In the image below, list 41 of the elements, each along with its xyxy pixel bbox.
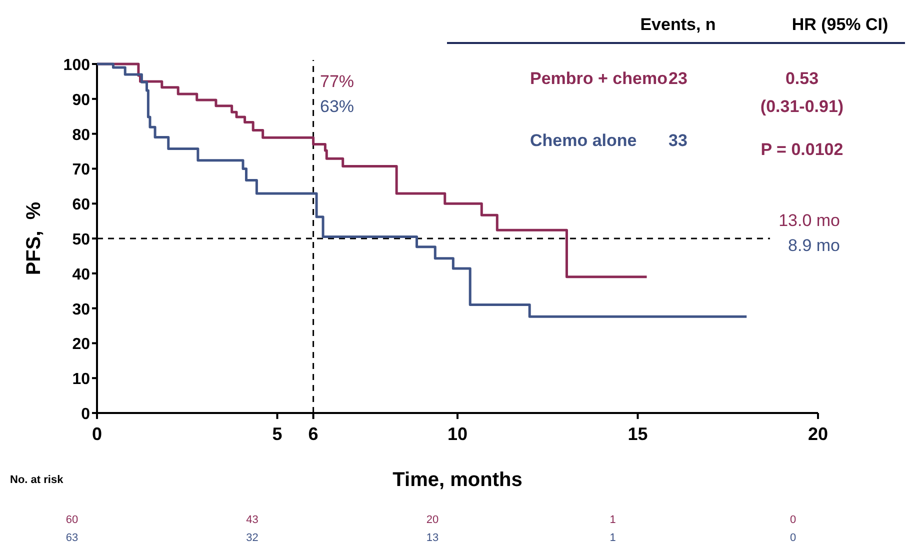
text: 43 [246, 514, 258, 526]
x-tick-label: 10 [447, 424, 468, 444]
annotation: 77% [320, 72, 354, 91]
text: 63 [66, 532, 78, 544]
text: HR (95% CI) [792, 15, 888, 34]
x-axis-title: Time, months [392, 469, 522, 491]
y-tick-label: 0 [81, 406, 90, 423]
annotation: 63% [320, 97, 354, 116]
x-tick-label: 20 [808, 424, 828, 444]
annotation: 13.0 mo [778, 211, 840, 230]
annotation: 33 [668, 131, 688, 150]
y-tick-label: 90 [72, 92, 90, 109]
text: 1 [610, 532, 616, 544]
text: 13 [426, 532, 439, 544]
y-tick-label: 30 [72, 301, 90, 318]
y-tick-label: 10 [72, 371, 90, 388]
annotation: 8.9 mo [788, 236, 840, 255]
y-tick-label: 50 [72, 232, 90, 248]
y-tick-label: 100 [63, 57, 90, 74]
text: 0 [790, 514, 796, 526]
text: 20 [426, 514, 439, 526]
y-axis-title: PFS, % [23, 202, 45, 276]
text: 1 [610, 514, 616, 526]
y-tick-label: 70 [72, 162, 90, 179]
x-tick-label: 15 [628, 424, 648, 444]
text: 32 [246, 532, 258, 544]
legend-title: Events, n [640, 15, 716, 34]
annotation: P = 0.0102 [760, 140, 844, 159]
y-tick-label: 80 [72, 126, 90, 144]
x-tick-label: 5 [272, 424, 282, 444]
annotation: (0.31-0.91) [760, 97, 844, 116]
text: 0 [790, 532, 796, 544]
text: Chemo alone [530, 131, 637, 150]
text: Pembro + chemo [530, 69, 668, 88]
annotation: 0.53 [785, 69, 819, 88]
y-tick-label: 20 [72, 336, 90, 354]
text: No. at risk [10, 474, 64, 486]
y-tick-label: 60 [72, 196, 90, 214]
annotation: 23 [668, 69, 688, 88]
y-tick-label: 40 [72, 266, 90, 284]
x-tick-label: 6 [308, 424, 318, 444]
